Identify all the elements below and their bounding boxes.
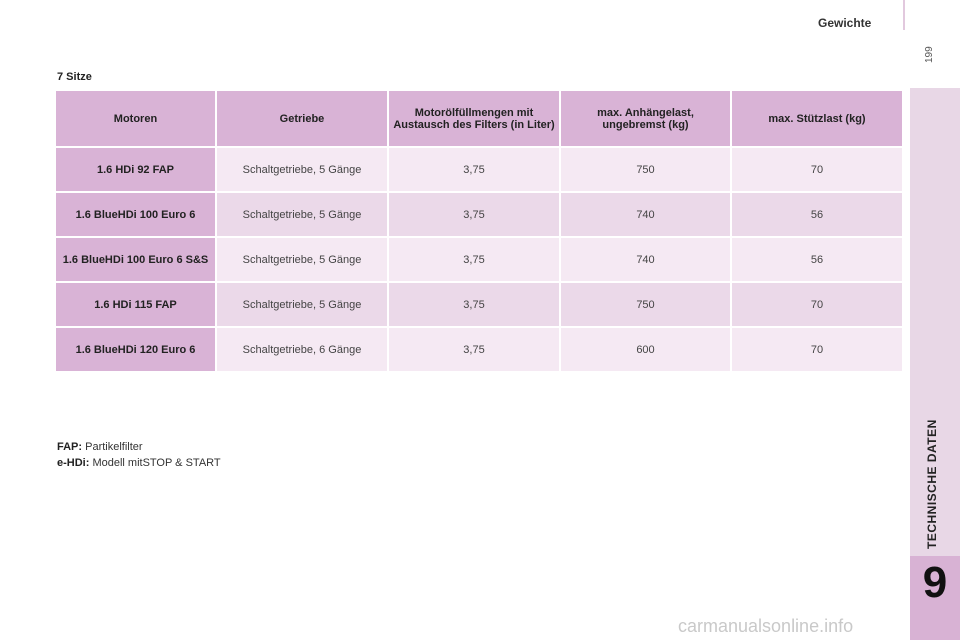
chapter-label: TECHNISCHE DATEN (925, 419, 939, 549)
trailer-load-cell: 740 (561, 193, 732, 238)
trailer-load-cell: 740 (561, 238, 732, 283)
header-oil-capacity: Motorölfüllmengen mit Austausch des Filt… (389, 91, 561, 148)
watermark: carmanualsonline.info (678, 616, 854, 636)
nose-weight-cell: 56 (732, 193, 904, 238)
chapter-side-tab (910, 88, 960, 640)
gearbox-cell: Schaltgetriebe, 6 Gänge (217, 328, 389, 373)
oil-capacity-cell: 3,75 (389, 283, 561, 328)
header-engines: Motoren (56, 91, 217, 148)
page-header-title: Gewichte (818, 16, 872, 30)
abbreviation-legend: FAP: Partikelfilter e-HDi: Modell mitSTO… (57, 439, 221, 471)
page-number: 199 (924, 46, 935, 63)
engine-cell: 1.6 HDi 115 FAP (56, 283, 217, 328)
table-row: 1.6 BlueHDi 100 Euro 6 S&S Schaltgetrieb… (56, 238, 904, 283)
engine-cell: 1.6 BlueHDi 100 Euro 6 S&S (56, 238, 217, 283)
legend-item: FAP: Partikelfilter (57, 439, 221, 455)
oil-capacity-cell: 3,75 (389, 148, 561, 193)
table-row: 1.6 HDi 115 FAP Schaltgetriebe, 5 Gänge … (56, 283, 904, 328)
gearbox-cell: Schaltgetriebe, 5 Gänge (217, 193, 389, 238)
legend-text: Modell mitSTOP & START (92, 457, 221, 469)
header-max-trailer-load: max. Anhängelast, ungebremst (kg) (561, 91, 732, 148)
header-gearbox: Getriebe (217, 91, 389, 148)
header-divider (903, 0, 905, 30)
engine-cell: 1.6 HDi 92 FAP (56, 148, 217, 193)
table-header-row: Motoren Getriebe Motorölfüllmengen mit A… (56, 91, 904, 148)
legend-text: Partikelfilter (85, 441, 143, 453)
legend-item: e-HDi: Modell mitSTOP & START (57, 455, 221, 471)
chapter-number: 9 (922, 558, 948, 607)
nose-weight-cell: 70 (732, 328, 904, 373)
weights-table: Motoren Getriebe Motorölfüllmengen mit A… (56, 91, 904, 373)
header-max-nose-weight: max. Stützlast (kg) (732, 91, 904, 148)
table-row: 1.6 BlueHDi 100 Euro 6 Schaltgetriebe, 5… (56, 193, 904, 238)
engine-cell: 1.6 BlueHDi 100 Euro 6 (56, 193, 217, 238)
oil-capacity-cell: 3,75 (389, 193, 561, 238)
trailer-load-cell: 600 (561, 328, 732, 373)
section-title: 7 Sitze (57, 71, 92, 83)
gearbox-cell: Schaltgetriebe, 5 Gänge (217, 238, 389, 283)
gearbox-cell: Schaltgetriebe, 5 Gänge (217, 148, 389, 193)
table-row: 1.6 BlueHDi 120 Euro 6 Schaltgetriebe, 6… (56, 328, 904, 373)
nose-weight-cell: 70 (732, 148, 904, 193)
legend-term: e-HDi: (57, 457, 90, 469)
nose-weight-cell: 56 (732, 238, 904, 283)
chapter-number-block (910, 556, 960, 640)
trailer-load-cell: 750 (561, 283, 732, 328)
nose-weight-cell: 70 (732, 283, 904, 328)
gearbox-cell: Schaltgetriebe, 5 Gänge (217, 283, 389, 328)
table-row: 1.6 HDi 92 FAP Schaltgetriebe, 5 Gänge 3… (56, 148, 904, 193)
legend-term: FAP: (57, 441, 83, 453)
oil-capacity-cell: 3,75 (389, 328, 561, 373)
trailer-load-cell: 750 (561, 148, 732, 193)
oil-capacity-cell: 3,75 (389, 238, 561, 283)
engine-cell: 1.6 BlueHDi 120 Euro 6 (56, 328, 217, 373)
